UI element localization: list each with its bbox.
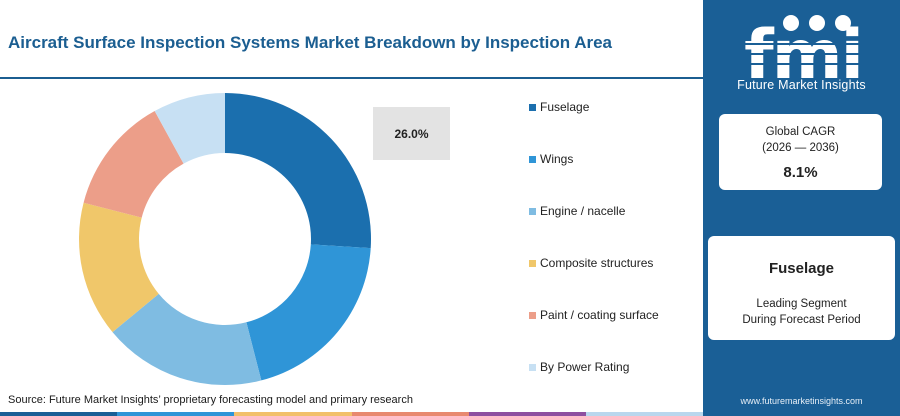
- bottom-bar-segment: [351, 412, 469, 416]
- sidebar-panel: fmi Future Market Insights Global CAGR (…: [703, 0, 900, 416]
- brand-name: Future Market Insights: [737, 78, 866, 92]
- legend-item: Composite structures: [529, 256, 653, 270]
- legend-item: By Power Rating: [529, 360, 629, 374]
- donut-slice-composite-structures: [79, 202, 159, 333]
- cagr-label: Global CAGR: [765, 126, 836, 138]
- cagr-period: (2026 — 2036): [762, 142, 839, 154]
- donut-chart: [79, 93, 371, 385]
- legend-label: Paint / coating surface: [540, 308, 659, 322]
- legend-label: Fuselage: [540, 100, 590, 114]
- legend-swatch: [529, 103, 536, 111]
- bottom-bar-segment: [468, 412, 586, 416]
- fmi-logo-icon: fmi: [743, 15, 864, 94]
- title-divider: [0, 77, 703, 79]
- website-link[interactable]: www.futuremarketinsights.com: [740, 396, 863, 406]
- legend-item: Engine / nacelle: [529, 204, 625, 218]
- cagr-value: 8.1%: [783, 164, 818, 181]
- legend-label: Wings: [540, 152, 574, 166]
- forecast-period-label: During Forecast Period: [742, 314, 861, 326]
- legend-swatch: [529, 311, 536, 319]
- chart-title: Aircraft Surface Inspection Systems Mark…: [8, 33, 613, 52]
- legend-item: Paint / coating surface: [529, 308, 659, 322]
- legend-label: Engine / nacelle: [540, 204, 626, 218]
- bottom-bar-segment: [234, 412, 352, 416]
- legend-swatch: [529, 363, 536, 371]
- donut-slice-engine-nacelle: [112, 293, 262, 385]
- donut-slice-by-power-rating: [154, 93, 225, 164]
- cagr-card: Global CAGR (2026 — 2036) 8.1%: [719, 114, 882, 190]
- donut-slice-paint-coating-surface: [83, 111, 184, 218]
- bottom-bar-segment: [0, 412, 118, 416]
- legend-label: By Power Rating: [540, 360, 630, 374]
- legend-swatch: [529, 155, 536, 163]
- bottom-bar-segment: [585, 412, 704, 416]
- legend-swatch: [529, 207, 536, 215]
- legend-item: Wings: [529, 152, 573, 166]
- legend-item: Fuselage: [529, 100, 589, 114]
- value-callout: 26.0%: [373, 107, 450, 160]
- legend-label: Composite structures: [540, 256, 654, 270]
- leading-segment-name: Fuselage: [768, 260, 835, 277]
- source-note: Source: Future Market Insights’ propriet…: [8, 394, 413, 406]
- legend-swatch: [529, 259, 536, 267]
- bottom-bar-segment: [117, 412, 235, 416]
- leading-segment-label: Leading Segment: [756, 298, 847, 310]
- bottom-color-bar: [0, 412, 704, 416]
- leading-segment-card: Fuselage Leading Segment During Forecast…: [708, 236, 895, 340]
- donut-slice-wings: [246, 244, 371, 381]
- donut-slice-fuselage: [225, 93, 371, 249]
